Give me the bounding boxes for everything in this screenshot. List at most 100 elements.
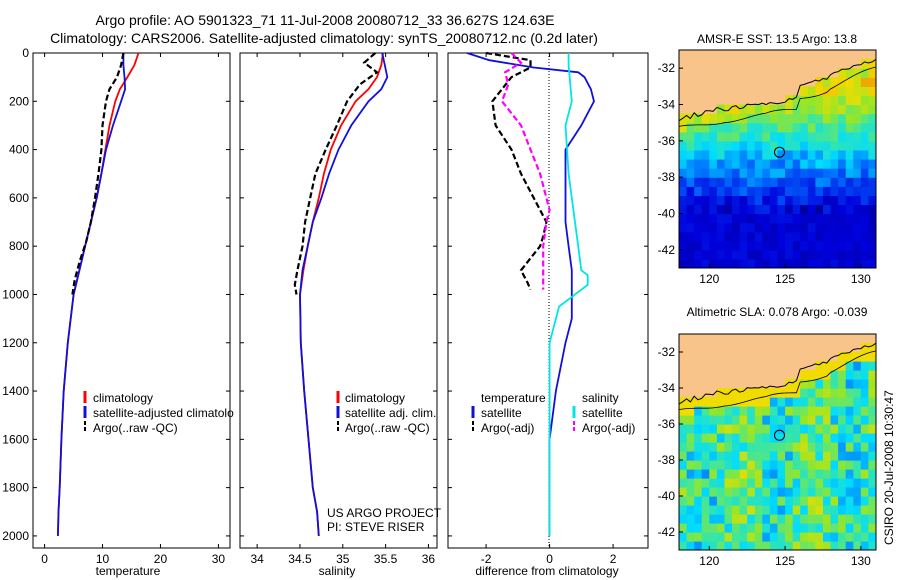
map-x-tick-label: 125 (775, 272, 795, 286)
map-x-tick-label: 125 (775, 554, 795, 568)
y-tick-label: 800 (9, 239, 29, 253)
salinity-panel: 34 34.5 35 35.5 36 salinity climatology sate… (239, 52, 442, 578)
figure-title-line1: Argo profile: AO 5901323_71 11-Jul-2008 … (96, 12, 555, 28)
sla-map-title: Altimetric SLA: 0.078 Argo: -0.039 (687, 305, 868, 319)
map-y-tick-label: -36 (658, 417, 676, 431)
temperature-panel: 0 10 20 30 0 200 400 600 800 1000 1200 1400 1600 180… (2, 46, 234, 578)
difference-legend: temperature salinity satellite satellite… (471, 391, 635, 435)
temperature-legend: climatology satellite-adjusted climatolo… (83, 391, 234, 435)
y-tick-label: 2000 (2, 529, 29, 543)
x-tick-label: 36 (422, 552, 436, 566)
map-y-tick-label: -32 (658, 345, 676, 359)
sla-map-image (679, 334, 876, 550)
difference-panel: -2 0 2 difference from climatology tempera… (447, 51, 649, 578)
difference-x-ticks: -2 0 2 (481, 53, 617, 566)
map-x-tick-label: 130 (851, 554, 871, 568)
difference-y-ticks (448, 52, 648, 537)
x-tick-label: -2 (481, 552, 492, 566)
map-y-tick-label: -38 (658, 453, 676, 467)
map-y-tick-label: -40 (658, 489, 676, 503)
sst-map-x-ticks: 120 125 130 (699, 264, 871, 286)
map-y-tick-label: -32 (658, 61, 676, 75)
sst-argo-location-marker (774, 146, 785, 158)
sst-map-y-ticks: -32 -34 -36 -38 -40 -42 (658, 61, 683, 257)
temperature-series-layer (57, 52, 140, 536)
salinity-axes-frame (239, 52, 438, 549)
sla-argo-location-marker (774, 429, 785, 441)
y-tick-label: 1600 (2, 432, 29, 446)
temperature-y-ticks: 0 200 400 600 800 1000 1200 1400 1600 1800 2000 (2, 46, 230, 543)
map-x-tick-label: 120 (699, 272, 719, 286)
sla-map-frame (678, 333, 877, 551)
x-tick-label: 0 (41, 552, 48, 566)
figure-title-line2: Climatology: CARS2006. Satellite-adjuste… (50, 30, 598, 46)
temperature-x-label: temperature (96, 564, 161, 578)
series-line-satellite-adj-clim- (299, 52, 389, 536)
legend-label-argo: Argo(..raw -QC) (93, 421, 178, 435)
x-tick-label: 34.5 (288, 552, 312, 566)
x-tick-label: 0 (546, 552, 553, 566)
temperature-x-ticks: 0 10 20 30 (41, 53, 225, 566)
sst-map-image (679, 50, 876, 268)
map-y-tick-label: -36 (658, 134, 676, 148)
legend-label-climatology: climatology (93, 391, 153, 405)
x-tick-label: 35.5 (374, 552, 398, 566)
legend-label-sal-argo: Argo(-adj) (582, 421, 635, 435)
legend-label-satellite: satellite adj. clim. (345, 406, 436, 420)
salinity-y-ticks (240, 52, 437, 537)
x-tick-label: 10 (96, 552, 110, 566)
sla-map-panel: Altimetric SLA: 0.078 Argo: -0.039 120 12… (658, 305, 877, 568)
y-tick-label: 0 (22, 46, 29, 60)
credit-line2: PI: STEVE RISER (327, 520, 425, 534)
legend-heading-salinity: salinity (582, 391, 619, 405)
difference-axes-frame (447, 52, 649, 549)
x-tick-label: 30 (212, 552, 226, 566)
side-timestamp-label: CSIRO 20-Jul-2008 10:30:47 (882, 390, 896, 545)
sst-map-frame (678, 49, 877, 269)
legend-label-temp-satellite: satellite (481, 406, 522, 420)
map-x-tick-label: 130 (851, 272, 871, 286)
series-line-argo-raw-qc- (293, 52, 379, 295)
sla-map-x-ticks: 120 125 130 (699, 546, 871, 568)
x-tick-label: 20 (154, 552, 168, 566)
map-y-tick-label: -34 (658, 98, 676, 112)
legend-heading-temperature: temperature (481, 391, 546, 405)
y-tick-label: 1200 (2, 336, 29, 350)
credit-line1: US ARGO PROJECT (327, 506, 442, 520)
series-line-temperature-satellite (466, 52, 595, 536)
y-tick-label: 1400 (2, 384, 29, 398)
legend-label-temp-argo: Argo(-adj) (481, 421, 534, 435)
series-line-salinity-satellite (548, 53, 589, 536)
legend-label-satellite: satellite-adjusted climatolo (93, 406, 234, 420)
salinity-series-layer (293, 52, 389, 536)
x-tick-label: 35 (336, 552, 350, 566)
map-x-tick-label: 120 (699, 554, 719, 568)
salinity-x-ticks: 34 34.5 35 35.5 36 (250, 53, 435, 566)
difference-x-label: difference from climatology (475, 564, 618, 578)
y-tick-label: 400 (9, 143, 29, 157)
series-line-argo-raw-qc- (71, 52, 125, 295)
y-tick-label: 600 (9, 191, 29, 205)
salinity-x-label: salinity (319, 564, 356, 578)
series-line-temperature-argo-adj- (485, 51, 548, 291)
x-tick-label: 34 (250, 552, 264, 566)
map-y-tick-label: -38 (658, 170, 676, 184)
y-tick-label: 200 (9, 94, 29, 108)
y-tick-label: 1000 (2, 287, 29, 301)
salinity-legend: climatology satellite adj. clim. Argo(..… (336, 391, 436, 435)
sst-map-title: AMSR-E SST: 13.5 Argo: 13.8 (697, 32, 857, 46)
legend-label-sal-satellite: satellite (582, 406, 623, 420)
map-y-tick-label: -40 (658, 207, 676, 221)
x-tick-label: 2 (610, 552, 617, 566)
difference-series-layer (466, 51, 595, 536)
legend-label-argo: Argo(..raw -QC) (345, 421, 430, 435)
sla-map-y-ticks: -32 -34 -36 -38 -40 -42 (658, 345, 683, 539)
map-y-tick-label: -42 (658, 243, 676, 257)
temperature-axes-frame (32, 52, 231, 549)
sst-map-panel: AMSR-E SST: 13.5 Argo: 13.8 120 125 130 -3… (658, 32, 877, 286)
map-y-tick-label: -34 (658, 381, 676, 395)
y-tick-label: 1800 (2, 481, 29, 495)
legend-label-climatology: climatology (345, 391, 405, 405)
map-y-tick-label: -42 (658, 525, 676, 539)
